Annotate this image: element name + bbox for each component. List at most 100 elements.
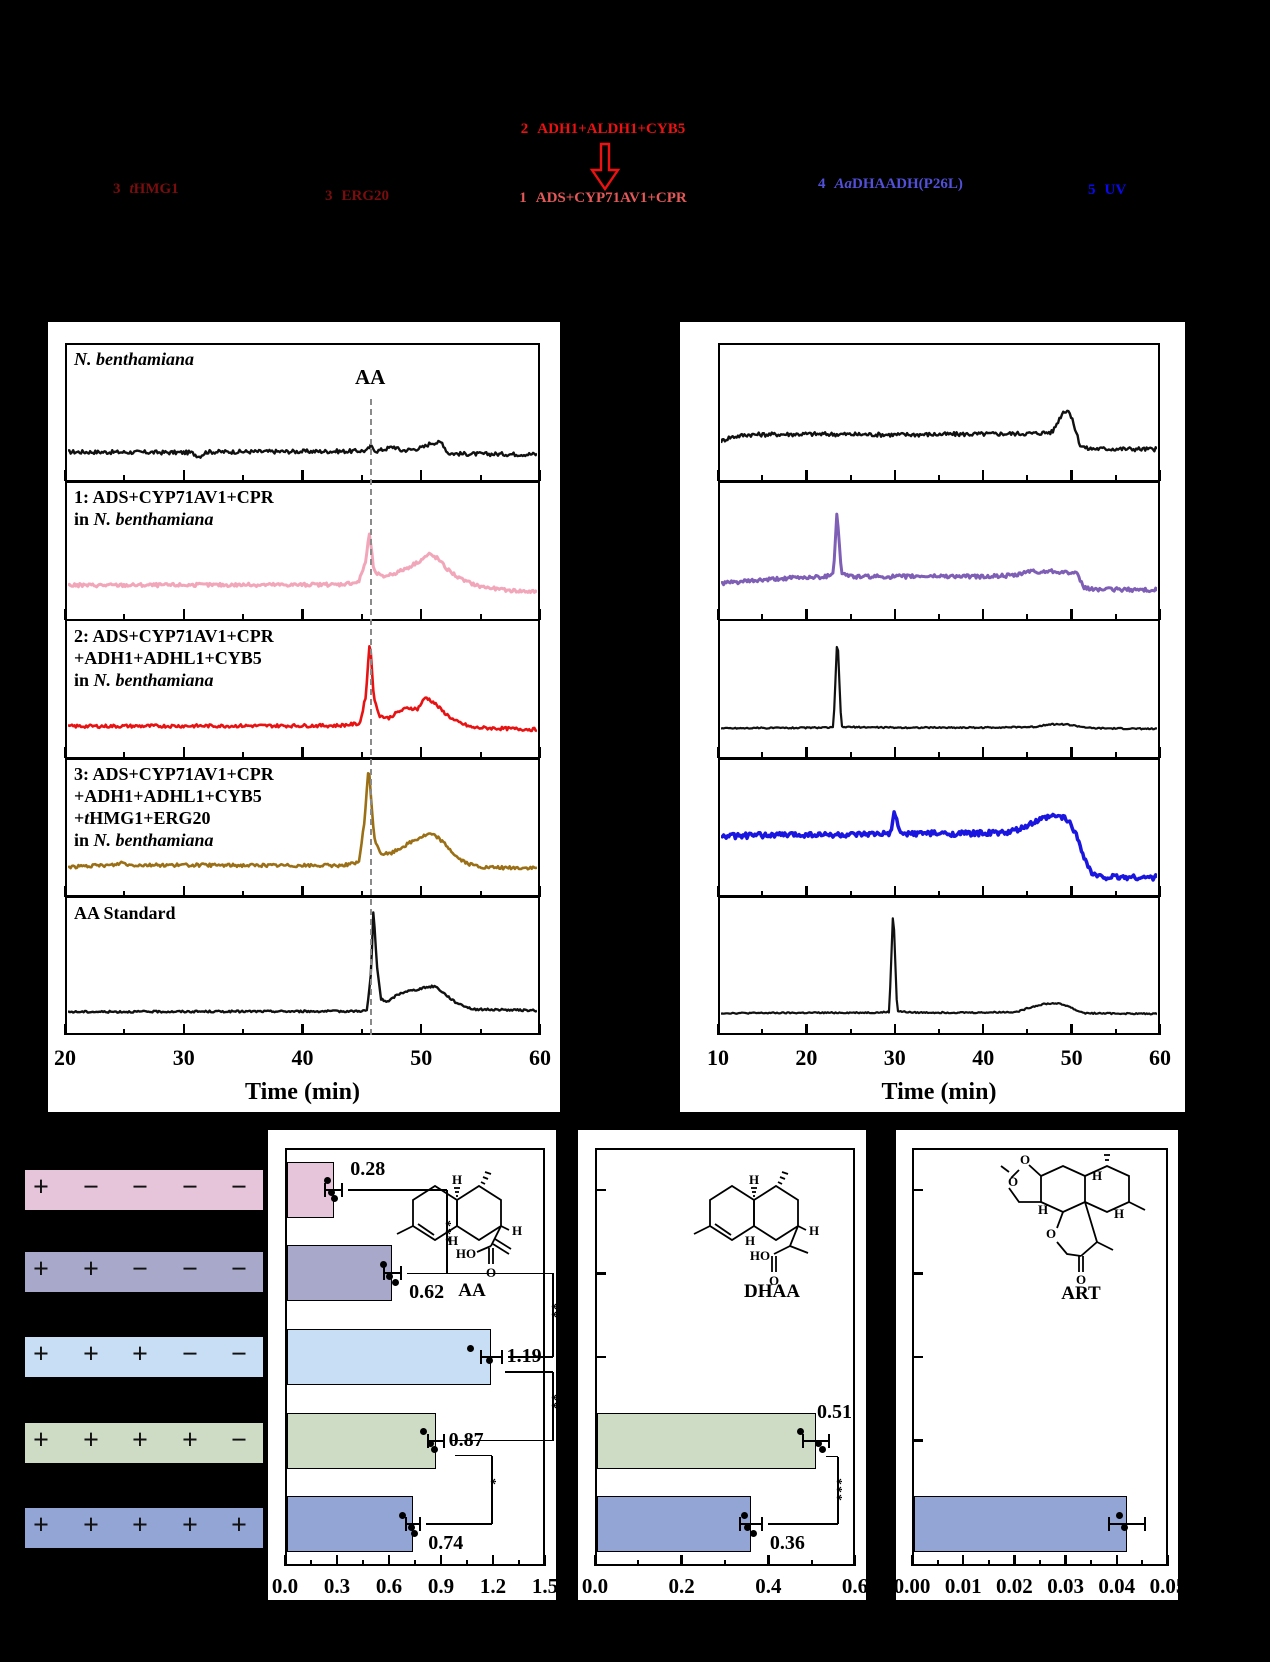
construct-row: + + + − − [25,1337,263,1377]
error-bar-cap [382,1266,385,1281]
compound-caption: AA [458,1280,486,1300]
construct-sign: + [33,1254,49,1285]
x-axis-tick-label: 60 [529,1045,551,1070]
x-tick-major [805,885,808,897]
dhaa-structure: H H H HO O DHAA [693,1171,819,1300]
chromatogram-trace-gcms_left-0 [68,439,537,459]
x-tick-major [538,470,542,482]
data-point-dot [328,1189,336,1197]
bar [597,1412,816,1469]
x-tick-major [538,885,542,897]
x-tick-minor [938,890,940,897]
panel-label-text: + [74,808,85,829]
x-axis-tick-label: 0.0 [581,1574,609,1598]
data-point-dot [330,1195,338,1203]
x-tick-major [1115,1555,1118,1566]
x-tick-minor [242,752,245,759]
x-axis-tick-label: 0.03 [1047,1574,1084,1598]
data-point-dot [323,1177,331,1185]
construct-sign: + [132,1339,148,1370]
significance-stars: * [483,1477,498,1486]
x-tick-minor [414,1560,416,1566]
construct-sign: + [83,1339,99,1370]
x-tick-major [63,885,67,897]
x-tick-major [982,885,985,897]
error-bar [383,1272,402,1275]
data-point-dot [466,1344,474,1352]
x-tick-major [1070,470,1073,482]
chromatogram-trace-hplc_right-0 [721,409,1157,453]
bar [287,1329,492,1385]
atom-label-h: H [452,1172,462,1187]
x-tick-major [301,470,304,482]
construct-sign: − [132,1172,148,1203]
x-tick-major [1013,1555,1016,1566]
x-tick-major [301,608,304,620]
x-tick-minor [849,475,852,482]
construct-sign: + [132,1425,148,1456]
atom-label-h: H [745,1233,755,1248]
pathway-label-uv: 5 UV [1088,182,1126,199]
y-tick [914,1439,923,1442]
compound-caption: ART [1061,1283,1101,1302]
chromatogram-trace-hplc_right-2 [721,645,1157,731]
x-tick-minor [479,1029,482,1035]
x-tick-minor [637,1560,640,1566]
x-tick-major [439,1555,443,1566]
construct-row: + + + + + [25,1508,263,1548]
x-tick-minor [1114,475,1117,482]
x-tick-major [538,1024,542,1035]
panel-divider [65,618,540,622]
construct-sign: + [33,1172,49,1203]
pathway-label-adh1-aldh1-cyb5: 2 ADH1+ALDH1+CYB5 [468,121,738,138]
pathway-step-text: DHAADH(P26L) [852,176,963,192]
bracket-line [455,1454,492,1457]
x-tick-major [805,747,808,759]
atom-label-h: H [749,1172,759,1187]
pathway-step-text: ADS+CYP71AV1+CPR [535,190,687,206]
x-tick-minor [242,1029,245,1035]
x-tick-major [1070,1024,1073,1035]
x-tick-minor [242,475,245,482]
pathway-step-text: UV [1104,182,1127,198]
construct-sign: − [182,1172,198,1203]
data-point-dot [797,1428,805,1436]
x-tick-major [1158,747,1162,759]
data-point-dot [427,1440,435,1448]
x-tick-major [283,1555,287,1566]
chromatogram-trace-hplc_right-3 [721,810,1157,882]
x-axis-tick-label: 30 [883,1045,906,1070]
x-tick-minor [1114,752,1117,759]
atom-label-ho: HO [750,1248,770,1263]
panel-label-line: 3: ADS+CYP71AV1+CPR [74,763,274,785]
x-tick-minor [242,890,245,897]
bar-value-label: 0.62 [409,1281,445,1304]
chromatogram-trace-hplc_right-1 [721,512,1157,594]
data-point-dot [399,1511,407,1519]
x-tick-major [182,470,185,482]
x-tick-minor [1026,613,1029,620]
x-tick-minor [479,613,482,620]
x-tick-major [962,1555,965,1566]
atom-label-h: H [448,1233,458,1248]
x-tick-minor [938,475,940,482]
x-axis-tick-label: 0.2 [668,1574,695,1598]
bracket-line [426,1523,492,1526]
bracket-line [507,1356,553,1358]
data-point-dot [408,1523,416,1531]
atom-label-h: H [512,1223,522,1238]
art-structure: O O O O H H H ART [1000,1152,1146,1302]
bracket-line [767,1523,838,1526]
x-tick-major [680,1555,683,1566]
x-tick-minor [1039,1560,1041,1566]
x-tick-minor [1114,613,1117,620]
x-tick-minor [242,613,245,620]
bar [597,1496,751,1553]
x-tick-minor [761,752,764,759]
panel-label-text: 3: ADS+CYP71AV1+CPR [74,764,274,785]
x-tick-major [1158,608,1162,620]
bar [287,1245,393,1302]
x-tick-major [1064,1555,1067,1566]
panel-label-text: t [84,808,90,829]
chromatogram-trace-hplc_right-4 [721,916,1157,1016]
